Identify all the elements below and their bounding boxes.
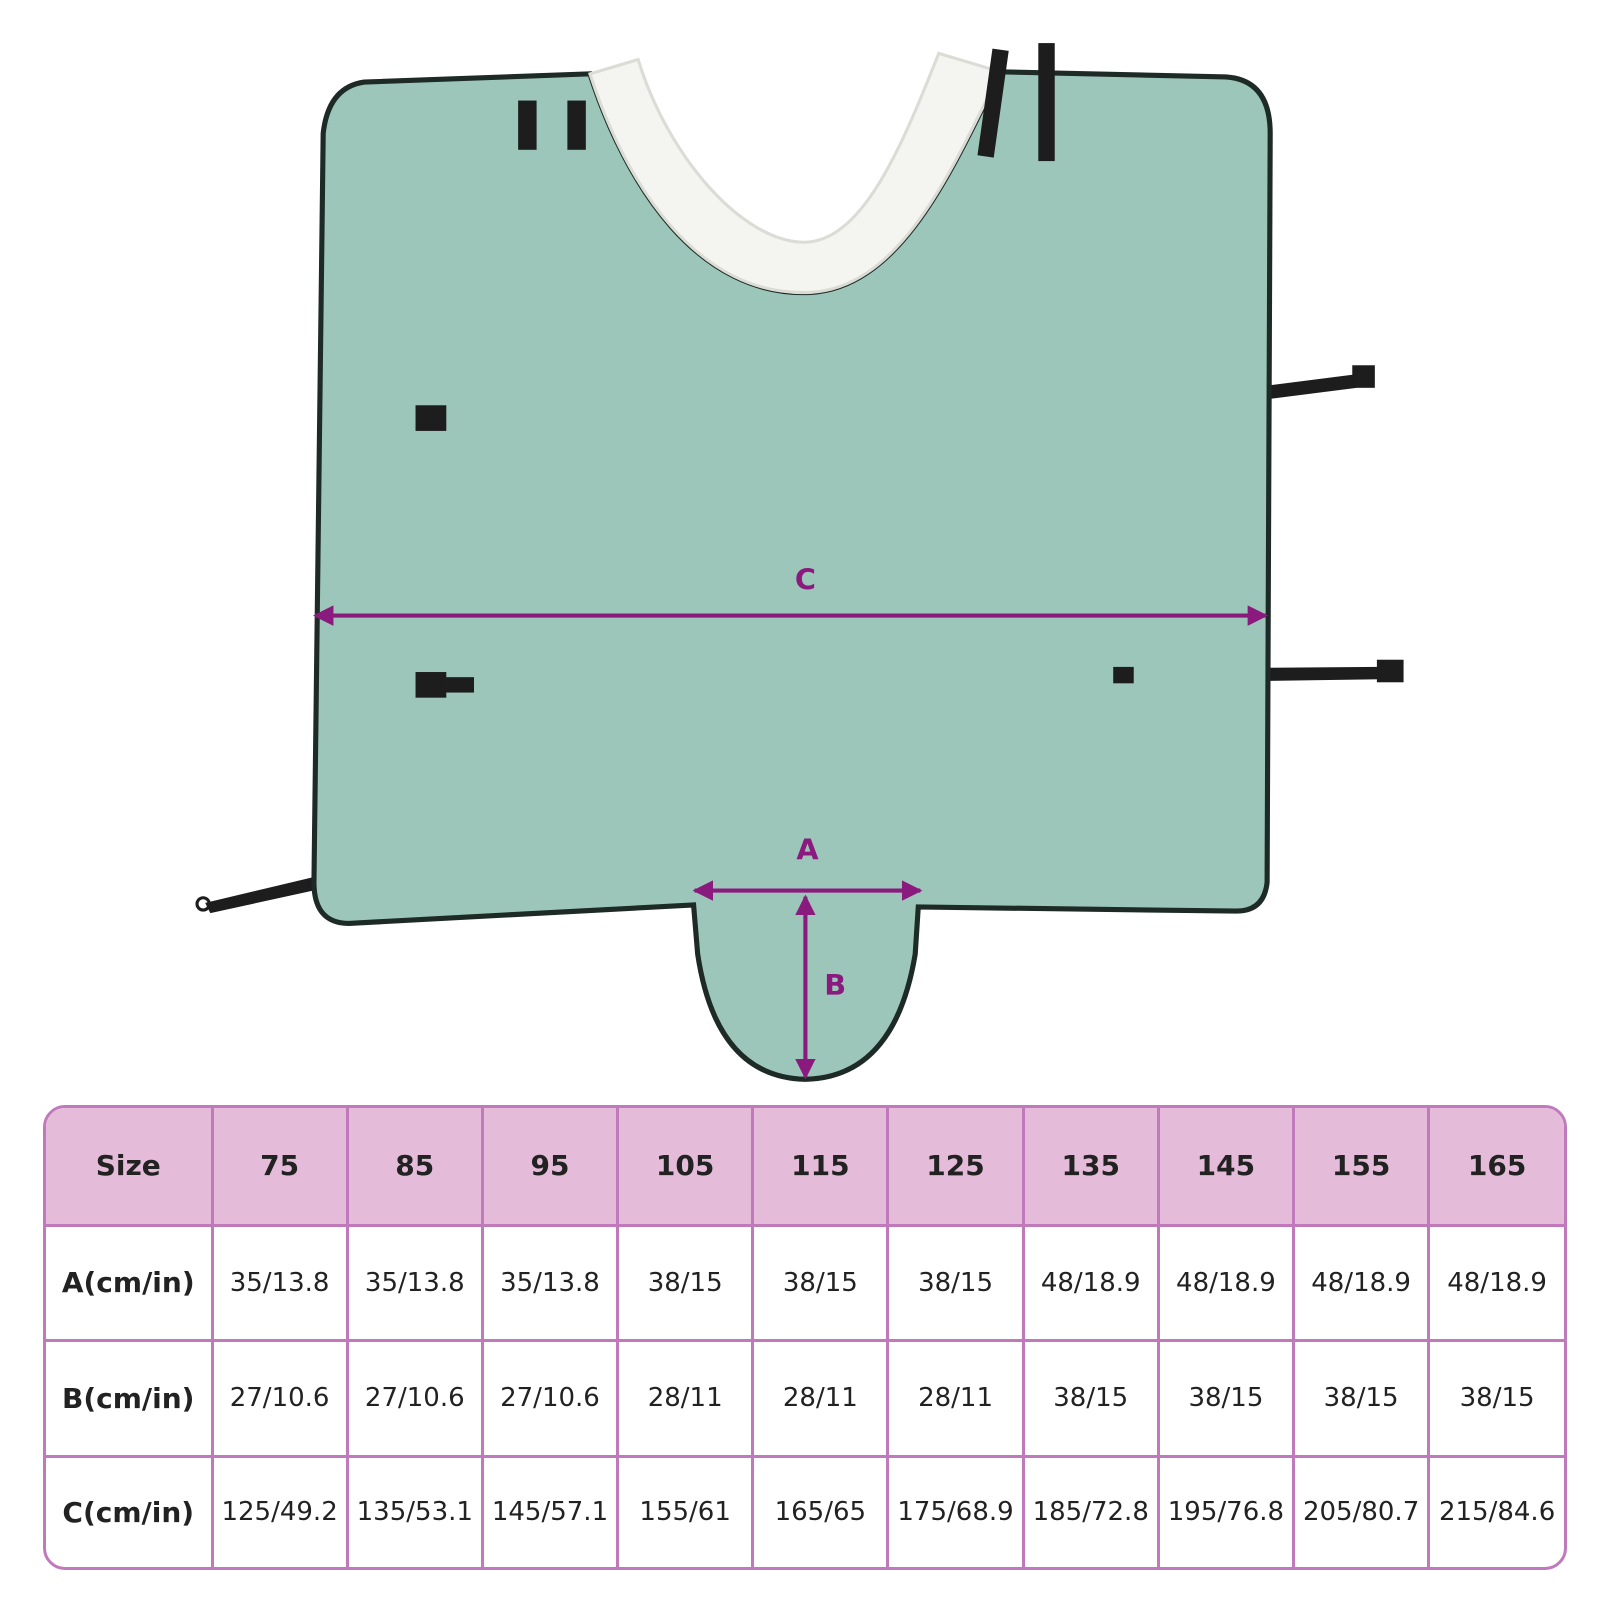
cell: 48/18.9 bbox=[1021, 1223, 1160, 1343]
product-diagram: C A B bbox=[195, 43, 1404, 1082]
cell: 145 bbox=[1156, 1108, 1296, 1227]
cell: 38/15 bbox=[616, 1223, 755, 1343]
cell: 38/15 bbox=[1021, 1339, 1160, 1458]
cell: 175/68.9 bbox=[886, 1454, 1025, 1567]
cell: 27/10.6 bbox=[345, 1339, 484, 1458]
label-c: C bbox=[795, 563, 816, 597]
cell: 38/15 bbox=[1291, 1339, 1431, 1458]
cell: 35/13.8 bbox=[480, 1223, 620, 1343]
cell: 195/76.8 bbox=[1156, 1454, 1296, 1567]
label-a: A bbox=[796, 833, 819, 867]
cell: 95 bbox=[480, 1108, 620, 1227]
header-row: Size 75 85 95 105 115 125 135 145 155 165 bbox=[46, 1108, 1564, 1227]
cell: 48/18.9 bbox=[1156, 1223, 1296, 1343]
cell: 27/10.6 bbox=[480, 1339, 620, 1458]
cell: 215/84.6 bbox=[1427, 1454, 1564, 1567]
cell: 205/80.7 bbox=[1291, 1454, 1431, 1567]
row-label: A(cm/in) bbox=[46, 1223, 214, 1343]
cell: 105 bbox=[616, 1108, 755, 1227]
label-b: B bbox=[824, 968, 846, 1002]
cell: 165/65 bbox=[751, 1454, 890, 1567]
table-row: A(cm/in) 35/13.8 35/13.8 35/13.8 38/15 38/15 3… bbox=[46, 1223, 1564, 1343]
cell: 38/15 bbox=[751, 1223, 890, 1343]
cell: 135/53.1 bbox=[345, 1454, 484, 1567]
cell: 35/13.8 bbox=[345, 1223, 484, 1343]
cell: 125 bbox=[886, 1108, 1025, 1227]
table: Size 75 85 95 105 115 125 135 145 155 165 A(cm/in) 3… bbox=[46, 1108, 1564, 1567]
cell: 28/11 bbox=[616, 1339, 755, 1458]
cell: 38/15 bbox=[1427, 1339, 1564, 1458]
cell: 135 bbox=[1021, 1108, 1160, 1227]
size-table: Size 75 85 95 105 115 125 135 145 155 165 A(cm/in) 3… bbox=[43, 1105, 1567, 1570]
cell: 38/15 bbox=[1156, 1339, 1296, 1458]
cell: 165 bbox=[1427, 1108, 1564, 1227]
cell: 125/49.2 bbox=[210, 1454, 349, 1567]
row-label: B(cm/in) bbox=[46, 1339, 214, 1458]
cell: 115 bbox=[751, 1108, 890, 1227]
row-label: Size bbox=[46, 1108, 214, 1227]
row-label: C(cm/in) bbox=[46, 1454, 214, 1567]
cell: 85 bbox=[345, 1108, 484, 1227]
blanket: C A B bbox=[195, 43, 1404, 1082]
cell: 28/11 bbox=[751, 1339, 890, 1458]
cell: 35/13.8 bbox=[210, 1223, 349, 1343]
cell: 27/10.6 bbox=[210, 1339, 349, 1458]
cell: 48/18.9 bbox=[1427, 1223, 1564, 1343]
cell: 185/72.8 bbox=[1021, 1454, 1160, 1567]
table-row: C(cm/in) 125/49.2 135/53.1 145/57.1 155/61 16… bbox=[46, 1454, 1564, 1567]
cell: 75 bbox=[210, 1108, 349, 1227]
cell: 155/61 bbox=[616, 1454, 755, 1567]
cell: 48/18.9 bbox=[1291, 1223, 1431, 1343]
table-row: B(cm/in) 27/10.6 27/10.6 27/10.6 28/11 28/11 2… bbox=[46, 1339, 1564, 1458]
cell: 145/57.1 bbox=[480, 1454, 620, 1567]
cell: 28/11 bbox=[886, 1339, 1025, 1458]
cell: 38/15 bbox=[886, 1223, 1025, 1343]
cell: 155 bbox=[1291, 1108, 1431, 1227]
